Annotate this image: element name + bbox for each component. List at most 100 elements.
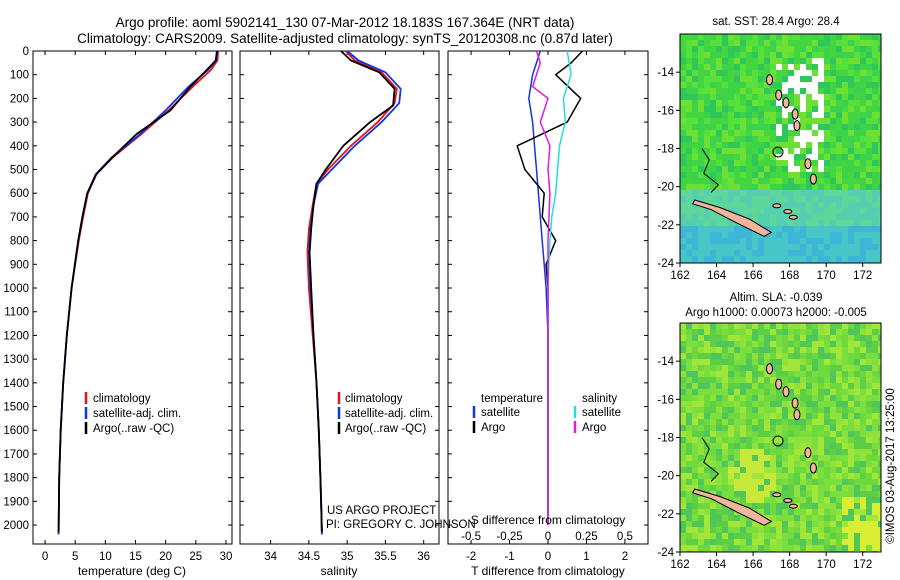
map-cell bbox=[692, 503, 698, 509]
map-cell bbox=[686, 389, 692, 395]
map-cell bbox=[848, 395, 854, 401]
map-cell bbox=[794, 431, 800, 437]
map-cell bbox=[698, 503, 704, 509]
map-cell bbox=[686, 365, 692, 371]
map-cell bbox=[794, 545, 800, 551]
map-cell bbox=[788, 190, 794, 196]
map-cell bbox=[740, 244, 746, 250]
map-cell bbox=[860, 52, 866, 58]
map-cell bbox=[878, 58, 881, 64]
map-cell bbox=[710, 533, 716, 539]
map-cell bbox=[740, 46, 746, 52]
map-cell bbox=[818, 365, 824, 371]
map-cell bbox=[722, 473, 728, 479]
map-cell bbox=[716, 100, 722, 106]
map-cell bbox=[800, 208, 806, 214]
map-cell bbox=[824, 515, 830, 521]
legend-satellite-label: satellite-adj. clim. bbox=[93, 408, 181, 420]
map-cell bbox=[818, 208, 824, 214]
map-cell bbox=[692, 401, 698, 407]
map-cell bbox=[710, 335, 716, 341]
map-cell bbox=[680, 359, 686, 365]
map-cell bbox=[680, 136, 686, 142]
map-cell bbox=[842, 515, 848, 521]
map-cell bbox=[842, 232, 848, 238]
map-cell bbox=[830, 479, 836, 485]
x-tick-label: -1 bbox=[504, 551, 514, 563]
map-cell bbox=[788, 389, 794, 395]
map-cell bbox=[806, 425, 812, 431]
map-cell bbox=[776, 353, 782, 359]
map-cell bbox=[680, 419, 686, 425]
map-cell bbox=[746, 479, 752, 485]
vanuatu-island bbox=[766, 363, 774, 375]
map-cell bbox=[830, 377, 836, 383]
map-cell bbox=[812, 479, 818, 485]
map-cell bbox=[746, 443, 752, 449]
salinity-xlabel: salinity bbox=[321, 564, 358, 578]
map-cell bbox=[704, 136, 710, 142]
map-cell bbox=[746, 52, 752, 58]
map-cell bbox=[782, 353, 788, 359]
vanuatu-island bbox=[775, 378, 783, 390]
map-cell bbox=[866, 377, 872, 383]
map-cell bbox=[680, 226, 686, 232]
map-cell bbox=[710, 100, 716, 106]
map-cell bbox=[680, 46, 686, 52]
map-cell bbox=[746, 359, 752, 365]
map-cell bbox=[878, 34, 881, 40]
map-cell bbox=[680, 341, 686, 347]
map-cell bbox=[716, 431, 722, 437]
map-cell bbox=[878, 449, 881, 455]
map-cell bbox=[734, 130, 740, 136]
map-cell bbox=[800, 467, 806, 473]
map-cell bbox=[680, 329, 686, 335]
map-cell bbox=[704, 515, 710, 521]
map-cell bbox=[770, 377, 776, 383]
map-cell bbox=[770, 461, 776, 467]
map-cell bbox=[794, 437, 800, 443]
map-y-tick-label: -14 bbox=[657, 67, 674, 79]
map-cell bbox=[746, 467, 752, 473]
map-cell bbox=[764, 88, 770, 94]
map-cell bbox=[842, 244, 848, 250]
map-cell bbox=[680, 88, 686, 94]
map-cell bbox=[878, 190, 881, 196]
map-cell bbox=[836, 196, 842, 202]
map-cell bbox=[836, 413, 842, 419]
map-cell bbox=[878, 232, 881, 238]
map-cell bbox=[764, 407, 770, 413]
map-cell bbox=[866, 166, 872, 172]
map-cell bbox=[830, 118, 836, 124]
map-cell bbox=[836, 419, 842, 425]
map-cell bbox=[824, 509, 830, 515]
map-cell bbox=[740, 491, 746, 497]
map-cell bbox=[818, 407, 824, 413]
map-cell bbox=[704, 88, 710, 94]
map-cell bbox=[848, 112, 854, 118]
map-cell bbox=[728, 449, 734, 455]
map-cell bbox=[686, 347, 692, 353]
map-cell bbox=[812, 88, 818, 94]
y-tick-label: 1200 bbox=[3, 330, 29, 342]
map-cell bbox=[812, 136, 818, 142]
map-cell bbox=[782, 40, 788, 46]
map-cell bbox=[812, 58, 818, 64]
map-y-tick-label: -14 bbox=[657, 356, 674, 368]
map-cell bbox=[728, 437, 734, 443]
map-cell bbox=[806, 467, 812, 473]
map-cell bbox=[794, 232, 800, 238]
map-cell bbox=[818, 335, 824, 341]
map-cell bbox=[842, 166, 848, 172]
map-cell bbox=[728, 58, 734, 64]
x-tick-label: 0 bbox=[42, 551, 48, 563]
map-cell bbox=[680, 184, 686, 190]
map-cell bbox=[752, 130, 758, 136]
map-cell bbox=[758, 431, 764, 437]
map-cell bbox=[788, 232, 794, 238]
map-cell bbox=[692, 148, 698, 154]
map-cell bbox=[794, 196, 800, 202]
map-cell bbox=[746, 455, 752, 461]
map-cell bbox=[716, 76, 722, 82]
map-cell bbox=[818, 160, 824, 166]
